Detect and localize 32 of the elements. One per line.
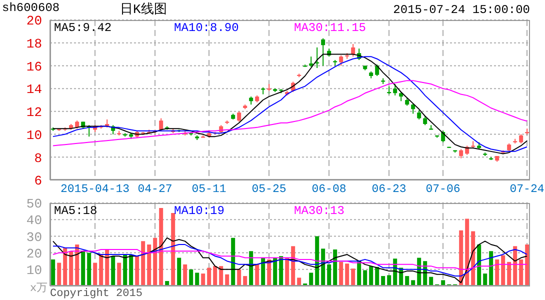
x-tick-label: 07-06 [426, 183, 460, 197]
series-label: MA5:18 [54, 204, 98, 218]
chart-subtitle: sh600608 [2, 1, 60, 15]
x-tick-label: 06-08 [312, 183, 346, 197]
y-tick-label: 10 [26, 263, 42, 278]
text: MA30:13 [294, 204, 346, 218]
text: Copyright 2015 [50, 288, 142, 300]
x-tick-label: 2015-04-13 [60, 183, 130, 197]
text: MA5:9.42 [54, 21, 113, 35]
y-tick-label: 12 [26, 105, 42, 120]
text: MA30:11.15 [294, 21, 368, 35]
y-tick-label: 30 [26, 230, 42, 245]
y-tick-label: 20 [26, 246, 42, 262]
x-tick-label: 07-24 [510, 183, 544, 197]
y-tick-label: 20 [26, 14, 42, 29]
text: MA10:19 [174, 204, 226, 218]
y-tick-label: 18 [26, 36, 42, 52]
x-tick-label: 05-11 [192, 183, 226, 197]
y-tick-label: 16 [26, 59, 42, 74]
x-tick-label: 06-23 [372, 183, 406, 197]
text: MA10:8.90 [174, 21, 240, 35]
y-axis-title: x万 [30, 282, 48, 295]
y-tick-label: 14 [26, 82, 42, 98]
y-tick-label: 10 [26, 128, 42, 143]
y-tick-label: 50 [26, 196, 42, 212]
text: 2015-07-24 15:00:00 [393, 3, 530, 17]
x-tick-label: 04-27 [138, 183, 172, 197]
y-tick-label: 40 [26, 213, 42, 228]
x-tick-label: 05-25 [252, 183, 286, 197]
chart-title: 日K线图 [120, 1, 167, 18]
y-tick-label: 8 [34, 150, 42, 166]
y-tick-label: 6 [34, 174, 42, 189]
